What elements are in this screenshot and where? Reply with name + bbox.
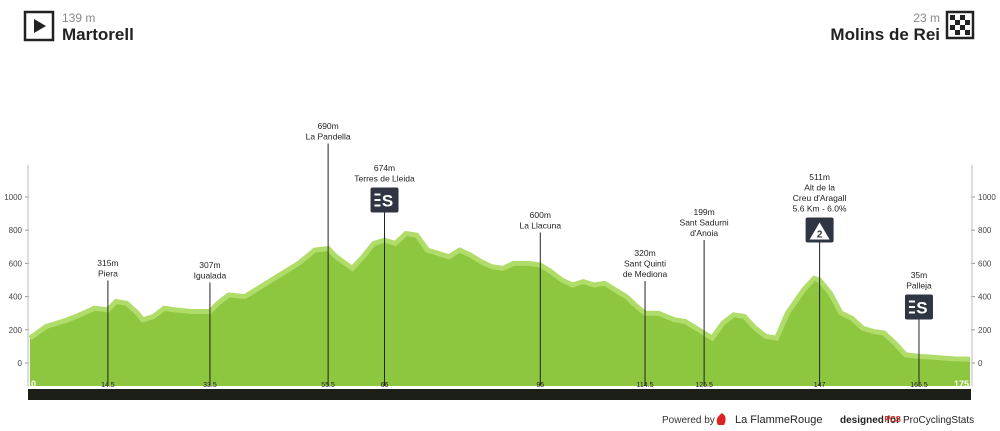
flamme-logo <box>716 413 726 425</box>
y-tick-label: 1000 <box>978 193 996 202</box>
badge-mountain <box>809 222 830 240</box>
annotation-name: Igualada <box>194 271 227 281</box>
y-tick-label: 200 <box>978 326 992 335</box>
designed-for: designed for <box>840 415 900 426</box>
badge-text: S <box>382 192 393 211</box>
brand: La FlammeRouge <box>735 414 822 426</box>
profile-ridge <box>28 230 971 362</box>
y-tick-label: 0 <box>18 359 23 368</box>
profile-area <box>30 233 970 386</box>
y-tick-label: 800 <box>978 226 992 235</box>
annotation-name: La Llacuna <box>519 221 561 231</box>
y-tick-label: 600 <box>978 259 992 268</box>
annotation-name: de Mediona <box>623 269 668 279</box>
annotation-elevation: 674m <box>374 163 395 173</box>
x-tick-label: 175 <box>954 379 969 389</box>
y-tick-label: 400 <box>9 293 23 302</box>
annotation-name: Sant Quinti <box>624 259 666 269</box>
finish-name: Molins de Rei <box>830 25 940 44</box>
y-tick-label: 0 <box>978 359 983 368</box>
y-tick-label: 600 <box>9 259 23 268</box>
y-tick-label: 1000 <box>4 193 22 202</box>
y-tick-label: 800 <box>9 226 23 235</box>
badge-text: 2 <box>817 230 823 241</box>
annotation-elevation: 320m <box>634 248 655 258</box>
badge-text: S <box>916 299 927 318</box>
annotation-elevation: 35m <box>911 270 928 280</box>
annotation-name: Creu d'Aragall <box>793 193 847 203</box>
annotation-elevation: 315m <box>97 258 118 268</box>
start-icon <box>23 10 55 42</box>
pcs-logo: PCS <box>885 415 902 424</box>
annotation-name: Piera <box>98 269 118 279</box>
x-tick-label: 0 <box>31 379 36 389</box>
start-altitude: 139 m <box>62 11 95 25</box>
annotation-elevation: 690m <box>317 121 338 131</box>
annotation-name: La Pandella <box>306 132 351 142</box>
y-tick-label: 200 <box>9 326 23 335</box>
annotation-name: Terres de Lleida <box>354 174 415 184</box>
base-bar <box>28 389 971 400</box>
annotation-name: d'Anoia <box>690 228 718 238</box>
site: ProCyclingStats <box>903 415 974 426</box>
annotation-name: 5.6 Km - 6.0% <box>793 204 847 214</box>
annotation-name: Alt de la <box>804 183 835 193</box>
start-arrow <box>34 19 46 33</box>
start-name: Martorell <box>62 25 134 44</box>
annotation-name: Sant Sadurni <box>680 218 729 228</box>
badge-lines <box>374 193 381 207</box>
annotation-elevation: 600m <box>530 210 551 220</box>
powered-by: Powered by <box>662 415 715 426</box>
finish-altitude: 23 m <box>913 11 940 25</box>
annotation-elevation: 199m <box>693 207 714 217</box>
finish-icon <box>945 10 975 40</box>
annotation-elevation: 307m <box>199 260 220 270</box>
annotation-elevation: 511m <box>809 172 830 182</box>
annotation-name: Palleja <box>906 281 932 291</box>
badge-lines <box>908 300 915 314</box>
y-tick-label: 400 <box>978 293 992 302</box>
